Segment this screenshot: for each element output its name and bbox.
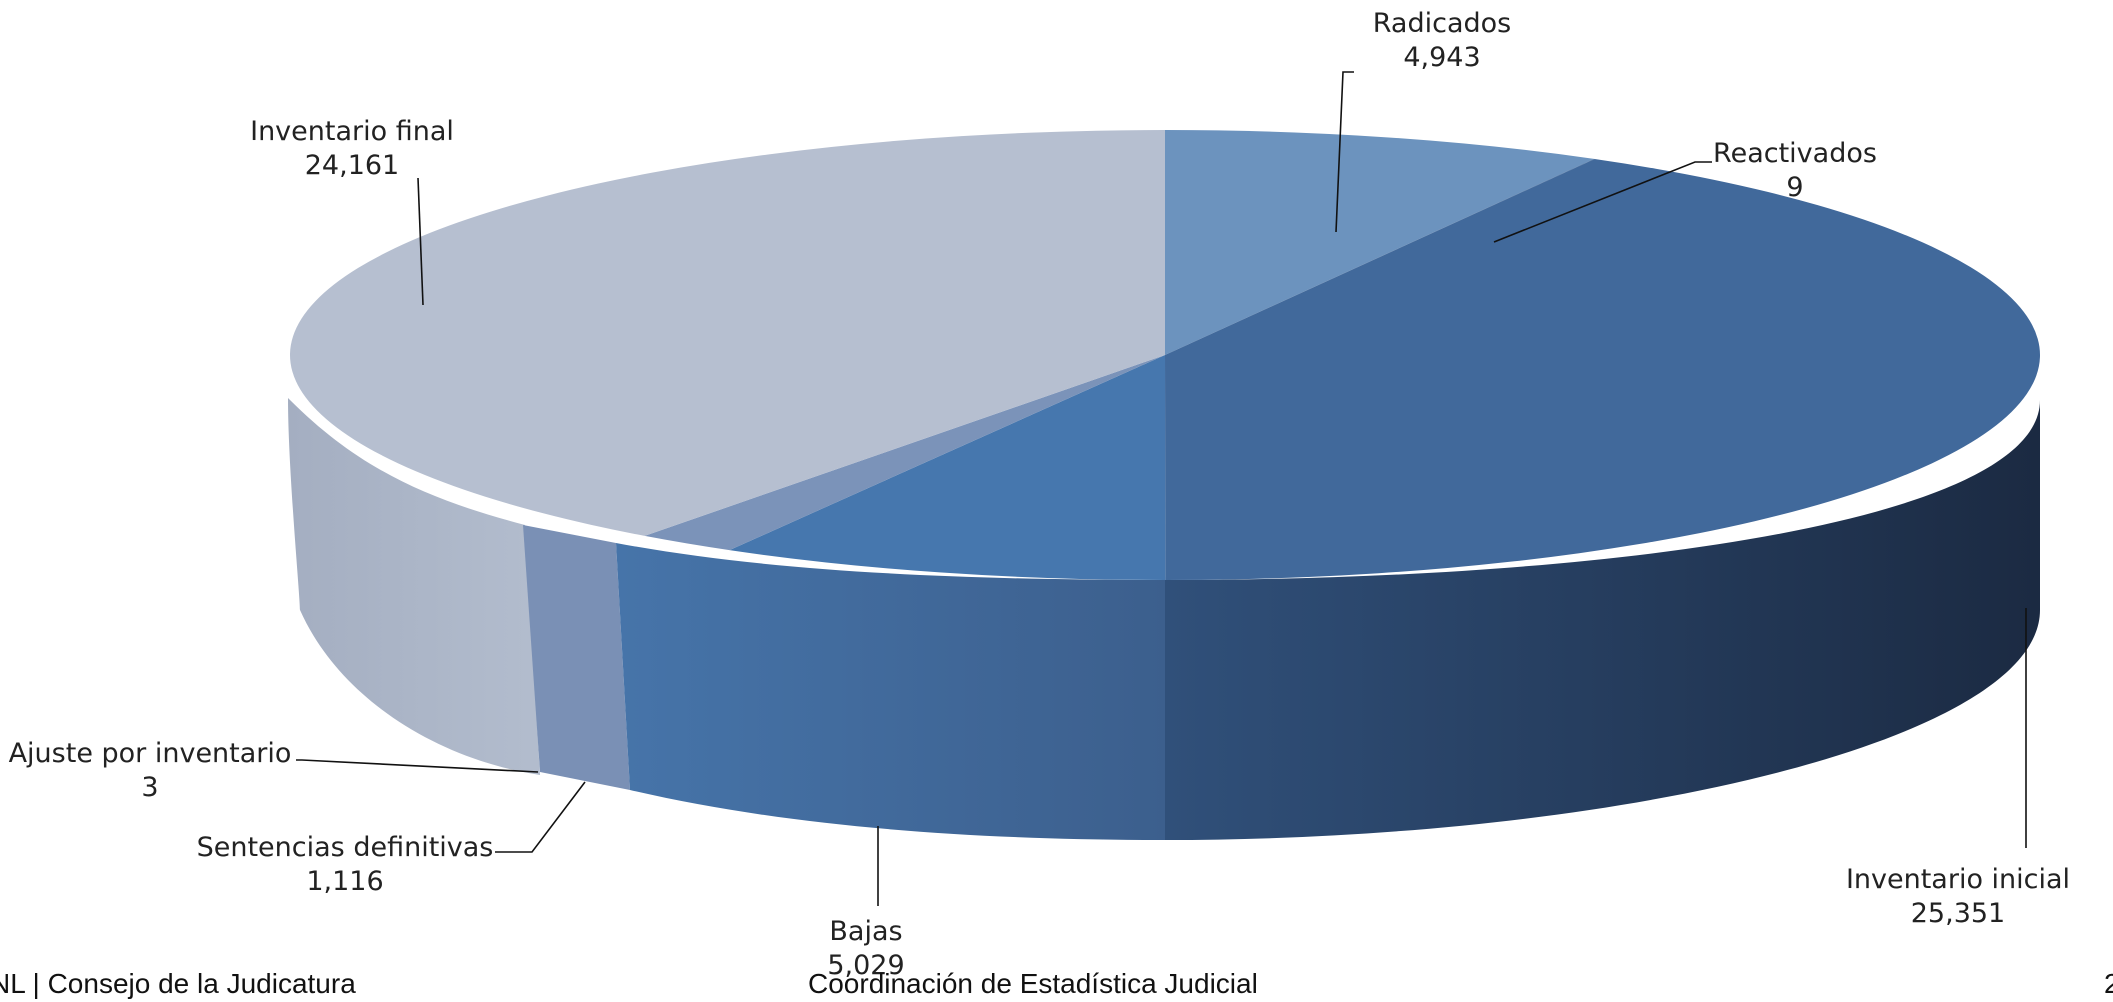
data-label-category: Ajuste por inventario bbox=[9, 738, 292, 769]
data-label-category: Reactivados bbox=[1713, 138, 1877, 169]
data-label-category: Inventario inicial bbox=[1846, 864, 2070, 895]
data-label-value: 1,116 bbox=[306, 866, 383, 897]
data-label-sentencias-definitivas: Sentencias definitivas 1,116 bbox=[197, 832, 494, 897]
data-label-value: 25,351 bbox=[1911, 898, 2005, 929]
slice-inventario-inicial bbox=[1165, 159, 2041, 580]
leader-line-inventario-final bbox=[417, 177, 424, 306]
footer-right: 2 bbox=[2104, 968, 2113, 999]
data-label-inventario-final: Inventario final 24,161 bbox=[250, 116, 454, 181]
slice-side-sentencias bbox=[523, 525, 630, 790]
slice-ajuste-por-inventario bbox=[644, 355, 1165, 536]
data-label-category: Sentencias definitivas bbox=[197, 832, 494, 863]
slice-reactivados bbox=[1165, 158, 1595, 355]
data-label-category: Bajas bbox=[829, 916, 902, 947]
slice-side-inventario-inicial bbox=[1165, 400, 2040, 840]
data-label-bajas: Bajas 5,029 bbox=[827, 916, 904, 981]
slice-side-inventario-final bbox=[288, 398, 540, 775]
leader-line-radicados bbox=[1335, 71, 1354, 233]
pie-labels: Radicados 4,943 Reactivados 9 Inventario ini… bbox=[9, 8, 2070, 981]
slice-sentencias-definitivas bbox=[644, 355, 1165, 551]
slice-bajas bbox=[729, 355, 1166, 580]
data-label-ajuste-por-inventario: Ajuste por inventario 3 bbox=[9, 738, 292, 803]
data-label-category: Inventario final bbox=[250, 116, 454, 147]
data-label-reactivados: Reactivados 9 bbox=[1713, 138, 1877, 203]
footer-left: NL | Consejo de la Judicatura bbox=[0, 968, 356, 999]
data-label-value: 24,161 bbox=[305, 150, 399, 181]
slice-radicados bbox=[1165, 130, 1594, 355]
slice-side-bajas bbox=[616, 543, 1165, 840]
data-label-value: 4,943 bbox=[1403, 42, 1480, 73]
data-label-value: 5,029 bbox=[827, 950, 904, 981]
footer-center: Coordinación de Estadística Judicial bbox=[808, 968, 1258, 999]
data-label-category: Radicados bbox=[1373, 8, 1511, 39]
leader-line-sentencias-definitivas bbox=[495, 781, 586, 853]
data-label-value: 9 bbox=[1786, 172, 1803, 203]
data-label-radicados: Radicados 4,943 bbox=[1373, 8, 1511, 73]
pie-top-slices bbox=[289, 130, 2041, 580]
leader-line-ajuste-por-inventario bbox=[296, 759, 539, 773]
pie-side-walls bbox=[288, 398, 2040, 840]
leader-line-reactivados bbox=[1493, 161, 1712, 243]
data-label-value: 3 bbox=[141, 772, 158, 803]
data-label-inventario-inicial: Inventario inicial 25,351 bbox=[1846, 864, 2070, 929]
slice-inventario-final bbox=[289, 130, 1165, 536]
